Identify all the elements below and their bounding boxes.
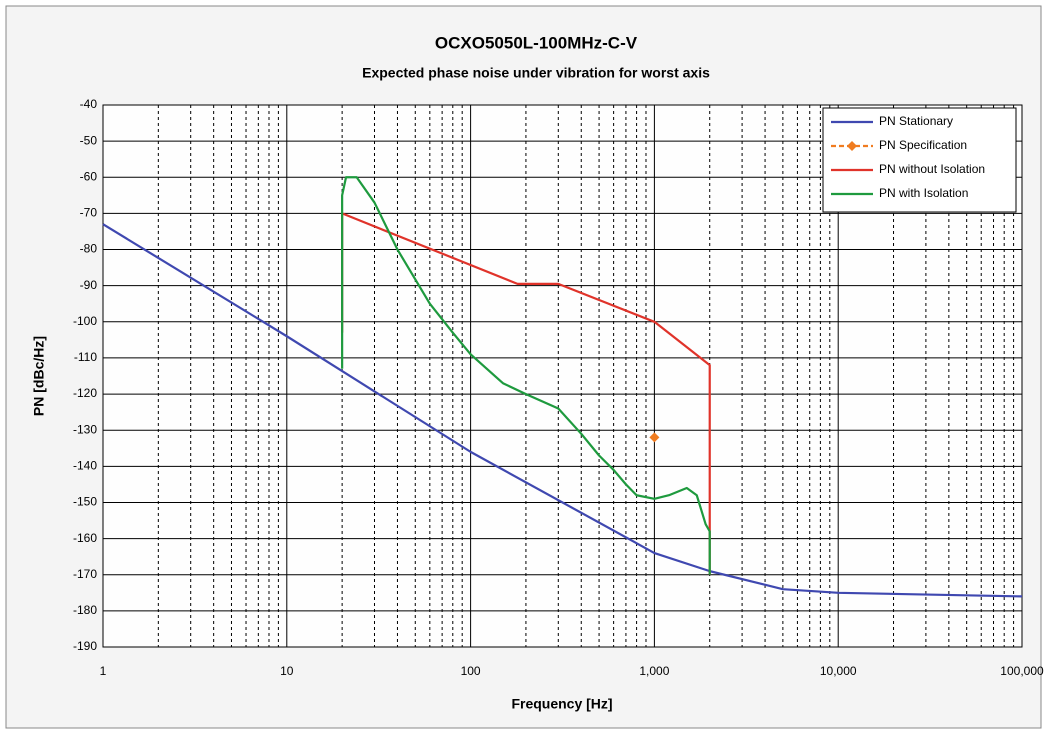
y-tick-label: -150 — [73, 495, 97, 509]
legend-label: PN with Isolation — [879, 186, 968, 200]
y-tick-label: -90 — [80, 278, 98, 292]
x-tick-label: 100 — [461, 664, 481, 678]
y-tick-label: -170 — [73, 567, 97, 581]
y-tick-label: -40 — [80, 97, 98, 111]
legend-label: PN Specification — [879, 138, 967, 152]
data-line — [102, 223, 1023, 598]
y-tick-label: -70 — [80, 206, 98, 220]
legend-label: PN without Isolation — [879, 162, 985, 176]
x-tick-label: 1 — [100, 664, 107, 678]
legend-label: PN Stationary — [879, 114, 953, 128]
y-tick-label: -110 — [74, 350, 97, 364]
y-tick-label: -80 — [80, 242, 98, 256]
data-line — [341, 176, 711, 575]
y-tick-label: -120 — [73, 386, 97, 400]
y-axis-label: PN [dBc/Hz] — [31, 336, 47, 416]
x-axis-label: Frequency [Hz] — [511, 696, 612, 712]
y-tick-label: -100 — [73, 314, 97, 328]
x-tick-label: 1,000 — [639, 664, 669, 678]
x-tick-label: 10 — [280, 664, 294, 678]
data-point — [649, 432, 660, 443]
x-tick-label: 100,000 — [1000, 664, 1044, 678]
chart-subtitle: Expected phase noise under vibration for… — [362, 65, 710, 81]
y-tick-label: -180 — [73, 603, 97, 617]
legend-marker — [847, 141, 857, 151]
chart-title: OCXO5050L-100MHz-C-V — [435, 33, 638, 52]
y-tick-label: -50 — [80, 133, 98, 147]
y-tick-label: -190 — [73, 639, 97, 653]
y-tick-label: -160 — [73, 531, 97, 545]
y-tick-label: -130 — [73, 422, 97, 436]
y-tick-label: -140 — [73, 459, 97, 473]
y-tick-label: -60 — [80, 169, 98, 183]
x-tick-label: 10,000 — [820, 664, 857, 678]
